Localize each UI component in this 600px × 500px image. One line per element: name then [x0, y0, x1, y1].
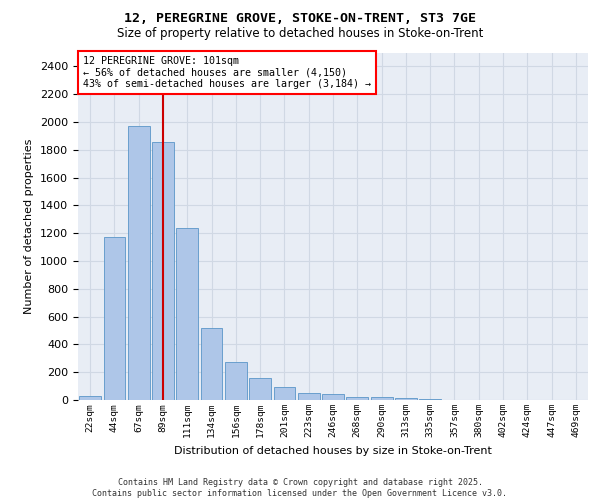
Text: Size of property relative to detached houses in Stoke-on-Trent: Size of property relative to detached ho… — [117, 28, 483, 40]
Bar — [371, 397, 392, 400]
Bar — [274, 388, 295, 400]
Text: 12, PEREGRINE GROVE, STOKE-ON-TRENT, ST3 7GE: 12, PEREGRINE GROVE, STOKE-ON-TRENT, ST3… — [124, 12, 476, 26]
Bar — [298, 394, 320, 400]
Bar — [79, 396, 101, 400]
Bar — [176, 228, 198, 400]
Bar — [395, 398, 417, 400]
X-axis label: Distribution of detached houses by size in Stoke-on-Trent: Distribution of detached houses by size … — [174, 446, 492, 456]
Y-axis label: Number of detached properties: Number of detached properties — [25, 138, 34, 314]
Bar — [104, 238, 125, 400]
Bar — [322, 394, 344, 400]
Bar — [200, 328, 223, 400]
Bar — [152, 142, 174, 400]
Text: Contains HM Land Registry data © Crown copyright and database right 2025.
Contai: Contains HM Land Registry data © Crown c… — [92, 478, 508, 498]
Bar — [249, 378, 271, 400]
Bar — [225, 362, 247, 400]
Text: 12 PEREGRINE GROVE: 101sqm
← 56% of detached houses are smaller (4,150)
43% of s: 12 PEREGRINE GROVE: 101sqm ← 56% of deta… — [83, 56, 371, 89]
Bar — [346, 396, 368, 400]
Bar — [128, 126, 149, 400]
